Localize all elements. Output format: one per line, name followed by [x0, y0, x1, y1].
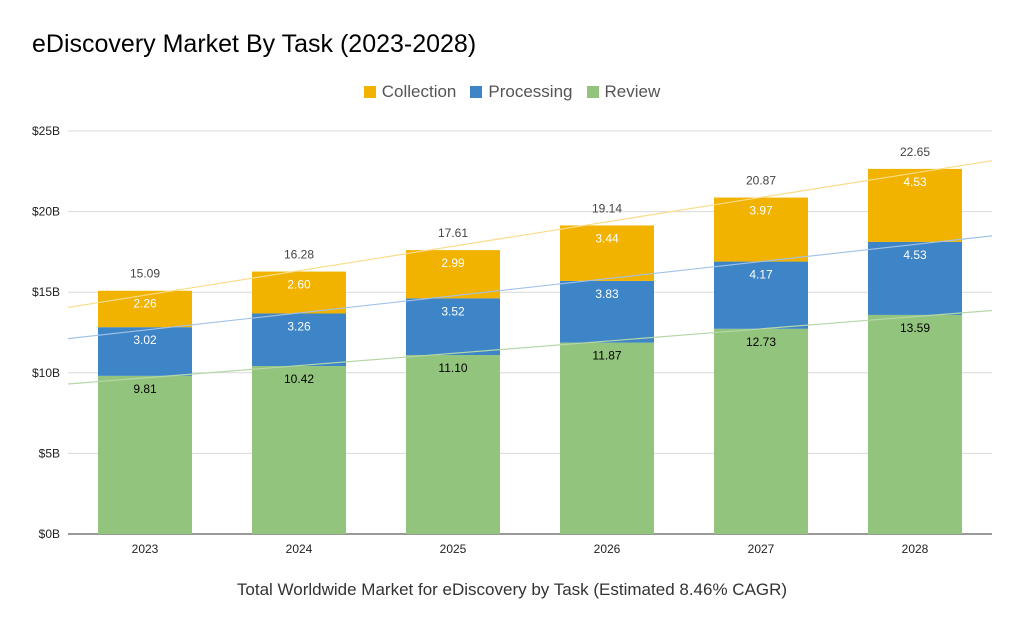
data-label-processing: 4.17	[749, 268, 773, 282]
bar-review	[252, 366, 346, 534]
total-label: 16.28	[284, 248, 314, 262]
y-tick-label: $25B	[32, 124, 60, 138]
data-label-processing: 3.26	[287, 319, 311, 333]
bar-processing	[868, 241, 962, 315]
trendline-processing	[67, 235, 993, 340]
data-label-review: 10.42	[284, 372, 314, 386]
data-label-collection: 2.99	[441, 256, 465, 270]
bar-review	[98, 375, 192, 534]
data-label-processing: 3.83	[595, 287, 619, 301]
data-label-collection: 2.60	[287, 278, 311, 292]
bar-processing	[252, 313, 346, 367]
data-label-review: 11.87	[592, 349, 621, 363]
total-label: 20.87	[746, 174, 776, 188]
data-label-collection: 2.26	[133, 297, 157, 311]
total-label: 17.61	[438, 226, 468, 240]
x-tick-label: 2028	[902, 542, 929, 556]
data-label-collection: 4.53	[903, 175, 927, 189]
bar-processing	[98, 327, 192, 376]
data-label-review: 9.81	[133, 382, 157, 396]
legend-swatch-processing	[470, 86, 483, 98]
data-label-processing: 3.02	[133, 333, 157, 347]
bar-review	[714, 328, 808, 534]
legend: Collection Processing Review	[0, 82, 1024, 102]
legend-item-collection: Collection	[363, 82, 457, 102]
data-label-review: 11.10	[438, 361, 467, 375]
bar-processing	[560, 280, 654, 343]
total-label: 22.65	[900, 145, 930, 159]
legend-item-processing: Processing	[470, 82, 573, 102]
bar-collection	[252, 271, 346, 314]
x-tick-label: 2025	[440, 542, 467, 556]
bar-processing	[714, 261, 808, 329]
y-tick-label: $0B	[39, 527, 60, 541]
total-label: 15.09	[130, 267, 160, 281]
total-label: 19.14	[592, 201, 622, 215]
bar-collection	[714, 197, 808, 262]
legend-swatch-review	[586, 86, 599, 98]
x-tick-label: 2026	[594, 542, 621, 556]
y-tick-label: $10B	[32, 366, 60, 380]
legend-label-review: Review	[604, 82, 661, 101]
bar-processing	[406, 298, 500, 356]
data-label-review: 12.73	[746, 335, 776, 349]
data-label-collection: 3.97	[749, 204, 773, 218]
bar-review	[560, 342, 654, 534]
y-tick-label: $5B	[39, 446, 60, 460]
data-label-processing: 4.53	[903, 248, 927, 262]
bar-collection	[868, 168, 962, 242]
legend-label-processing: Processing	[488, 82, 573, 101]
legend-label-collection: Collection	[381, 82, 457, 101]
data-label-processing: 3.52	[441, 304, 465, 318]
data-label-review: 13.59	[900, 321, 930, 335]
legend-swatch-collection	[363, 86, 376, 98]
y-tick-label: $15B	[32, 285, 60, 299]
bar-collection	[98, 290, 192, 328]
trendline-review	[67, 309, 993, 385]
data-label-collection: 3.44	[595, 231, 619, 245]
trendline-collection	[67, 160, 993, 309]
bar-review	[406, 355, 500, 534]
x-tick-label: 2027	[748, 542, 775, 556]
x-tick-label: 2023	[132, 542, 159, 556]
bar-collection	[560, 225, 654, 281]
bar-collection	[406, 250, 500, 299]
chart-title: eDiscovery Market By Task (2023-2028)	[32, 30, 477, 58]
y-tick-label: $20B	[32, 205, 60, 219]
bar-review	[868, 314, 962, 534]
legend-item-review: Review	[586, 82, 661, 102]
x-axis-title: Total Worldwide Market for eDiscovery by…	[236, 580, 788, 599]
x-tick-label: 2024	[286, 542, 313, 556]
